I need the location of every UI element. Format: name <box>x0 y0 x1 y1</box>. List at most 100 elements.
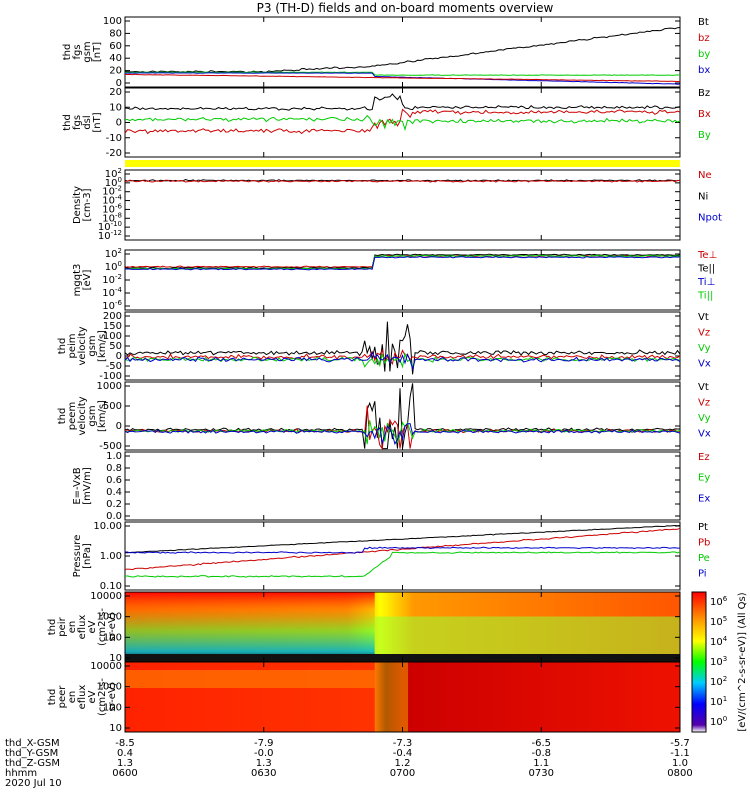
time-axis-value: 0.4 <box>117 748 133 759</box>
y-axis-label-line: thd <box>62 114 73 131</box>
trace-peim_velocity-black <box>124 321 681 375</box>
time-axis-value: 1.2 <box>395 758 411 769</box>
y-axis-label-line: thd <box>57 338 68 355</box>
y-tick-label: 0 <box>116 78 122 89</box>
time-axis-value: -0.4 <box>393 748 413 759</box>
legend-fgs-Bt: Bt <box>698 17 709 28</box>
y-tick-label: 100 <box>103 702 122 713</box>
trace-pressure-black <box>125 524 681 554</box>
y-axis-label: mgqt3 [eV] <box>72 264 93 297</box>
y-axis-label-line: [km/s] <box>97 330 108 362</box>
row-label-y: thd_Y-GSM <box>5 748 58 759</box>
y-tick-label: -100 <box>99 371 122 382</box>
y-tick-label: 10 <box>109 723 122 734</box>
y-axis-label: thd fgs dsl [nT] <box>62 112 103 132</box>
y-axis-label-line: en <box>67 621 78 634</box>
y-axis-label-line: E=-VxB <box>72 467 83 504</box>
y-tick-label: 0.0 <box>106 511 122 522</box>
trace-fgs-blue <box>125 72 681 85</box>
legend-efield-Ex: Ex <box>698 493 710 504</box>
y-tick-label: 0.2 <box>106 499 122 510</box>
y-tick-label: 0.8 <box>106 463 122 474</box>
y-tick-label: -10 <box>106 133 122 144</box>
date-label: 2020 Jul 10 <box>5 778 62 789</box>
legend-fgs-by: by <box>698 49 710 60</box>
y-axis-label-line: [nT] <box>92 42 103 62</box>
y-axis-label-line: fgs <box>72 115 83 130</box>
peir-spectrogram-green <box>374 616 680 655</box>
trace-temperature-black <box>125 253 681 270</box>
y-axis-label-line: thd <box>57 408 68 425</box>
row-label-hhmm: hhmm <box>5 768 37 779</box>
time-axis-value: 1.0 <box>672 758 688 769</box>
y-axis-label-line: velocity <box>77 396 88 435</box>
panel-peer: 10000 1000 100 10 thd peer en eflux eV (cm2-s-sr-… <box>47 661 681 734</box>
y-tick-label: 100 <box>103 331 122 342</box>
peir-spectrogram-layer <box>125 592 375 662</box>
legend-efield-Ez: Ez <box>698 452 710 463</box>
trace-density-red <box>125 179 681 183</box>
time-axis-value: 0730 <box>529 768 554 779</box>
y-axis-label-line: eflux <box>77 685 88 710</box>
y-axis-label: thd peem velocity gsm [km/s] <box>57 396 108 435</box>
legend-temperature-Te||: Te|| <box>697 264 715 275</box>
y-tick-label: 20 <box>109 66 122 77</box>
y-axis-label: thd fgs gsm [nT] <box>62 41 103 62</box>
time-axis-value: -1.1 <box>670 748 690 759</box>
y-axis-label: Density [cm-3] <box>72 186 93 224</box>
legend-fgs_dsl-Bz: Bz <box>698 88 710 99</box>
trace-peem_velocity-blue <box>124 423 681 446</box>
legend-temperature-Ti⊥: Ti⊥ <box>697 277 715 288</box>
y-axis-label-line: peir <box>57 616 68 636</box>
trace-peim_velocity-red <box>124 348 681 366</box>
legend-peem_velocity-Vy: Vy <box>698 413 711 424</box>
y-axis-label-line: [nPa] <box>82 543 93 569</box>
legend-density-Ne: Ne <box>698 170 712 181</box>
colorbar-scale <box>691 591 707 733</box>
legend-peem_velocity-Vt: Vt <box>698 382 709 393</box>
time-axis-value: 1.1 <box>533 758 549 769</box>
y-tick-label: 0 <box>116 421 122 432</box>
time-axis-value: 0800 <box>667 768 692 779</box>
y-axis-label-line: fgs <box>72 44 83 59</box>
peer-spectrogram-burst <box>374 662 409 732</box>
y-tick-label: 200 <box>103 311 122 322</box>
trace-peim_velocity-blue <box>124 351 681 371</box>
y-tick-label: 1000 <box>97 682 122 693</box>
y-axis-label: thd peir en eflux eV (cm2-s-sr-eV) <box>47 608 118 646</box>
time-axis-value: -7.3 <box>393 738 413 749</box>
y-axis-label-line: (cm2-s- <box>97 678 108 716</box>
y-tick-label: 150 <box>103 321 122 332</box>
quality-flag-bar <box>125 160 680 167</box>
time-axis-value: 1.3 <box>117 758 133 769</box>
y-axis-label-line: [cm-3] <box>82 188 93 221</box>
legend-fgs-bz: bz <box>698 33 710 44</box>
trace-fgs-black <box>124 27 681 74</box>
y-tick-label: 100 <box>103 16 122 27</box>
y-tick-label: 1000 <box>97 381 122 392</box>
y-axis-label-line: Density <box>72 186 83 224</box>
trace-peem_velocity-red <box>124 405 681 450</box>
time-axis-value: 0600 <box>112 768 137 779</box>
time-axis-labels: thd_X-GSM thd_Y-GSM thd_Z-GSM hhmm 2020 … <box>5 738 693 789</box>
y-axis-label-line: sr-eV) <box>107 682 118 711</box>
time-axis-value: -8.5 <box>115 738 135 749</box>
panel-peem_velocity: 1000 500 0 -500 thd peem velocity gsm [km/s] Vt Vz… <box>57 381 711 452</box>
y-axis-label-line: Pressure <box>72 535 83 578</box>
y-axis-label-line: peem <box>67 402 78 430</box>
y-axis-label-line: en <box>67 691 78 704</box>
trace-fgs-green <box>124 71 681 76</box>
legend-peim_velocity-Vt: Vt <box>698 312 709 323</box>
y-tick-label: 1.0 <box>106 451 122 462</box>
trace-fgs_dsl-red <box>124 108 681 135</box>
trace-pressure-red <box>124 527 681 571</box>
y-tick-label: 10 <box>109 102 122 113</box>
legend-density-Npot: Npot <box>698 213 722 224</box>
y-axis-label-line: thd <box>47 619 58 636</box>
colorbar-label: [eV/(cm^2-s-sr-eV)] (All Qs) <box>737 592 748 731</box>
legend-peem_velocity-Vz: Vz <box>698 398 710 409</box>
